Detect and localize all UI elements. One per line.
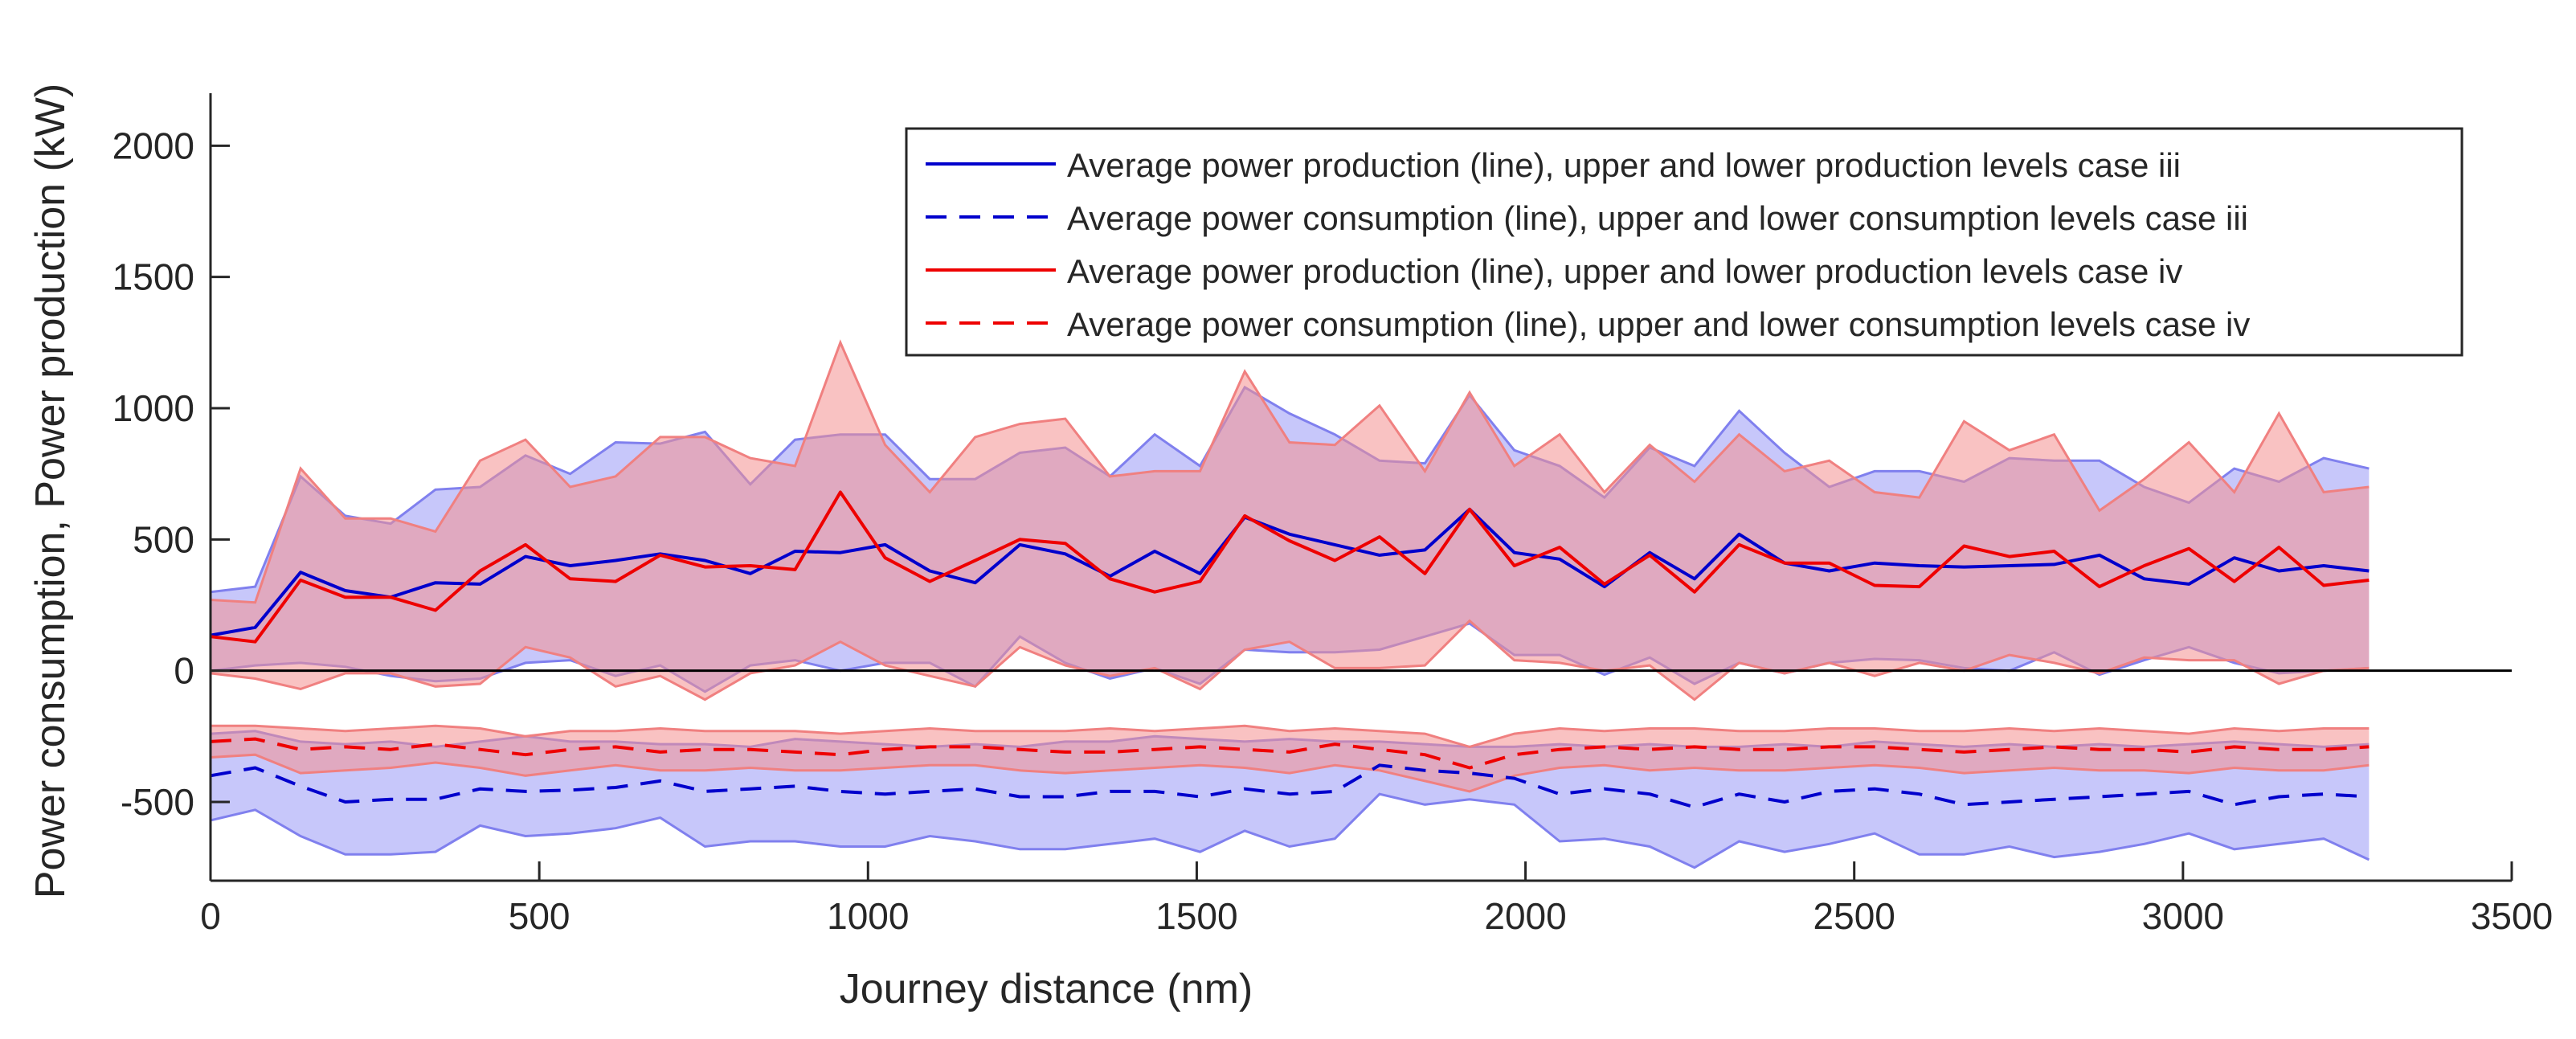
band-area-3 xyxy=(211,342,2370,700)
x-tick-label: 0 xyxy=(200,895,221,937)
series-line-4 xyxy=(210,737,2370,770)
legend-entry-1: Average power production (line), upper a… xyxy=(1067,146,2181,184)
x-tick-label: 2500 xyxy=(1813,895,1895,937)
series-line-2 xyxy=(210,763,2370,809)
y-tick-label: 2000 xyxy=(112,125,194,166)
legend-entry-3: Average power production (line), upper a… xyxy=(1067,252,2182,290)
axes-layer: 0 500 1000 1500 2000 2500 3000 3500 -500 0 500 1000… xyxy=(112,93,2553,937)
band-lower-edge-2 xyxy=(210,792,2370,869)
x-tick-label: 1500 xyxy=(1155,895,1237,937)
series-line-3 xyxy=(210,490,2370,644)
y-tick-label: -500 xyxy=(121,781,194,823)
band-lower-edge-3 xyxy=(210,619,2370,702)
x-tick-label: 500 xyxy=(509,895,570,937)
y-axis-label: Power consumption, Power production (kW) xyxy=(27,84,74,898)
legend-entry-2: Average power consumption (line), upper … xyxy=(1067,199,2248,237)
y-tick-label: 500 xyxy=(133,518,194,560)
x-tick-label: 2000 xyxy=(1484,895,1566,937)
band-area-4 xyxy=(211,726,2370,792)
y-tick-label: 0 xyxy=(174,650,194,692)
x-axis-label: Journey distance (nm) xyxy=(840,966,1253,1012)
y-tick-label: 1500 xyxy=(112,256,194,298)
band-upper-edge-4 xyxy=(211,724,2370,748)
band-lower-edge-4 xyxy=(210,753,2370,793)
legend: Average power production (line), upper a… xyxy=(905,127,2464,357)
plot-layer xyxy=(210,339,2512,869)
legend-box xyxy=(905,127,2464,357)
x-tick-label: 3500 xyxy=(2471,895,2553,937)
x-tick-label: 1000 xyxy=(827,895,909,937)
legend-entry-4: Average power consumption (line), upper … xyxy=(1067,305,2250,343)
series-line-1 xyxy=(210,507,2370,637)
y-tick-label: 1000 xyxy=(112,387,194,429)
band-upper-edge-3 xyxy=(210,339,2370,604)
x-tick-label: 3000 xyxy=(2142,895,2224,937)
